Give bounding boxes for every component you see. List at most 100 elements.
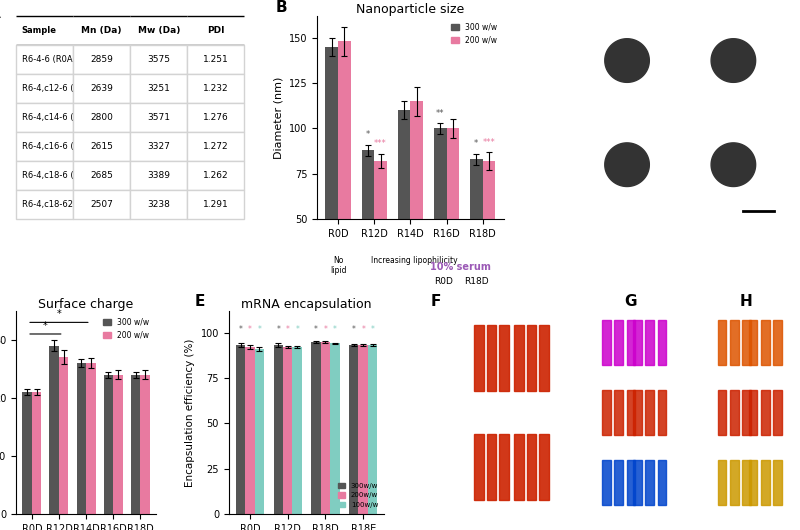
Y-axis label: Diameter (nm): Diameter (nm)	[273, 76, 283, 159]
Bar	[602, 320, 610, 365]
Bar	[362, 150, 374, 310]
Bar	[742, 460, 751, 505]
Bar	[742, 390, 751, 435]
Text: *: *	[276, 325, 280, 334]
Text: *: *	[366, 130, 370, 139]
Text: E: E	[194, 295, 205, 310]
Text: *: *	[323, 325, 327, 334]
Bar	[730, 320, 739, 365]
Bar	[434, 128, 446, 310]
Text: R0D: R0D	[434, 277, 454, 286]
Bar	[470, 160, 482, 310]
Bar	[749, 460, 758, 505]
Bar	[514, 325, 524, 391]
Bar	[718, 460, 726, 505]
Text: *: *	[362, 325, 365, 334]
Bar	[474, 434, 484, 500]
Bar	[718, 390, 726, 435]
Bar	[358, 345, 368, 514]
Bar	[104, 375, 113, 514]
Text: G: G	[624, 295, 637, 310]
Bar	[86, 363, 95, 514]
Legend: 300 w/w, 200 w/w: 300 w/w, 200 w/w	[100, 315, 152, 342]
Legend: 300 w/w, 200 w/w: 300 w/w, 200 w/w	[448, 20, 500, 48]
Bar	[626, 320, 635, 365]
Bar	[730, 390, 739, 435]
Text: *: *	[43, 321, 48, 331]
Bar	[246, 347, 254, 514]
Bar	[140, 375, 150, 514]
Text: F: F	[431, 295, 442, 310]
Bar	[626, 460, 635, 505]
Bar	[311, 342, 321, 514]
Bar	[349, 345, 358, 514]
Bar	[446, 128, 459, 310]
Polygon shape	[605, 143, 650, 187]
Polygon shape	[711, 143, 756, 187]
Bar	[633, 320, 642, 365]
Text: H: H	[740, 295, 753, 310]
Bar	[633, 460, 642, 505]
Bar	[486, 434, 496, 500]
Bar	[658, 320, 666, 365]
Text: *: *	[248, 325, 252, 334]
Bar	[774, 390, 782, 435]
Bar	[368, 345, 378, 514]
Bar	[482, 161, 495, 310]
Bar	[474, 325, 484, 391]
Bar	[274, 345, 283, 514]
Bar	[486, 325, 496, 391]
Bar	[77, 363, 86, 514]
Bar	[633, 390, 642, 435]
Bar	[626, 390, 635, 435]
Y-axis label: Encapsulation efficiency (%): Encapsulation efficiency (%)	[185, 338, 195, 487]
Bar	[236, 345, 246, 514]
Text: **: **	[436, 109, 445, 118]
Bar	[254, 349, 264, 514]
Title: mRNA encapsulation: mRNA encapsulation	[242, 298, 372, 311]
Bar	[113, 375, 122, 514]
Bar	[645, 320, 654, 365]
Bar	[330, 343, 340, 514]
Bar	[774, 320, 782, 365]
Bar	[539, 325, 549, 391]
Bar	[761, 460, 770, 505]
Bar	[749, 390, 758, 435]
Bar	[499, 434, 509, 500]
Legend: 300w/w, 200w/w, 100w/w: 300w/w, 200w/w, 100w/w	[335, 480, 381, 510]
Bar	[645, 460, 654, 505]
Bar	[59, 357, 69, 514]
Bar	[718, 320, 726, 365]
Text: *: *	[57, 310, 62, 320]
Bar	[321, 342, 330, 514]
Text: C: C	[556, 0, 567, 15]
Bar	[539, 434, 549, 500]
Bar	[398, 110, 410, 310]
Title: Nanoparticle size: Nanoparticle size	[356, 3, 465, 16]
Bar	[614, 460, 623, 505]
Bar	[22, 392, 32, 514]
Bar	[374, 161, 387, 310]
Text: *: *	[314, 325, 318, 334]
Text: *: *	[286, 325, 290, 334]
Bar	[645, 390, 654, 435]
Bar	[338, 41, 350, 310]
Bar	[32, 392, 42, 514]
Text: ***: ***	[374, 139, 387, 148]
Bar	[602, 390, 610, 435]
Text: *: *	[370, 325, 374, 334]
Bar	[499, 325, 509, 391]
Bar	[614, 390, 623, 435]
Title: Surface charge: Surface charge	[38, 298, 134, 311]
Text: B: B	[276, 0, 287, 15]
Bar	[130, 375, 140, 514]
Bar	[410, 101, 423, 310]
Bar	[761, 390, 770, 435]
Polygon shape	[711, 39, 756, 82]
Bar	[749, 320, 758, 365]
Bar	[730, 460, 739, 505]
Bar	[326, 47, 338, 310]
Bar	[658, 390, 666, 435]
Polygon shape	[605, 39, 650, 82]
Text: *: *	[238, 325, 242, 334]
